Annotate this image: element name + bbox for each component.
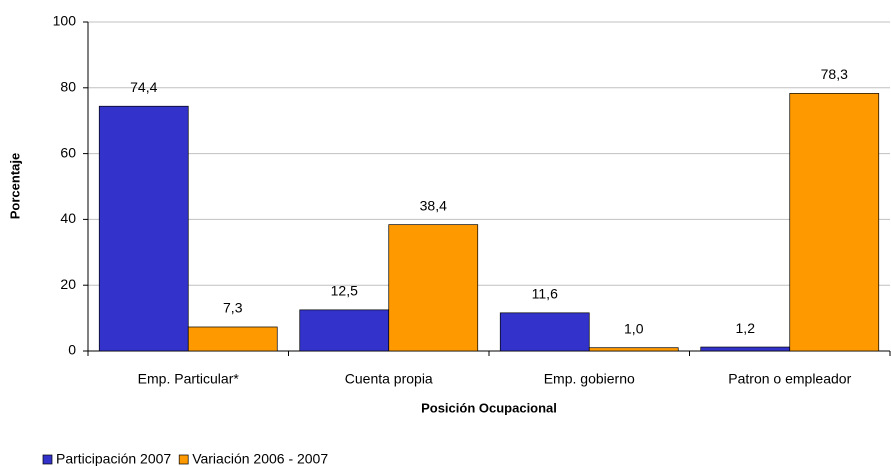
value-label: 1,0: [624, 320, 644, 336]
bar: [700, 346, 791, 352]
y-tick-label: 0: [68, 342, 76, 358]
y-tick-label: 60: [60, 144, 76, 160]
bar: [789, 93, 880, 352]
value-label: 7,3: [223, 300, 243, 316]
x-tick-label: Patron o empleador: [728, 371, 851, 387]
x-tick-label: Emp. Particular*: [138, 371, 240, 387]
value-label: 38,4: [420, 197, 447, 213]
y-axis-label: Porcentaje: [7, 153, 22, 219]
value-label: 12,5: [331, 283, 358, 299]
y-tick-label: 100: [53, 13, 77, 29]
y-tick-label: 80: [60, 79, 76, 95]
bar: [187, 326, 278, 352]
legend-label: Variación 2006 - 2007: [192, 451, 328, 466]
legend-swatch: [42, 454, 53, 465]
x-tick-label: Emp. gobierno: [544, 371, 635, 387]
bar: [299, 309, 390, 352]
y-tick-label: 40: [60, 210, 76, 226]
value-label: 11,6: [532, 286, 558, 302]
bar: [388, 224, 479, 352]
value-label: 78,3: [821, 66, 848, 82]
value-label: 1,2: [736, 320, 756, 336]
x-axis-label: Posición Ocupacional: [421, 400, 557, 415]
bar: [98, 105, 189, 352]
bar: [588, 347, 679, 352]
legend-swatch: [178, 454, 189, 465]
legend-label: Participación 2007: [56, 451, 171, 466]
y-tick-label: 20: [60, 276, 76, 292]
value-label: 74,4: [130, 79, 157, 95]
x-tick-label: Cuenta propia: [345, 371, 433, 387]
bar: [499, 312, 590, 352]
